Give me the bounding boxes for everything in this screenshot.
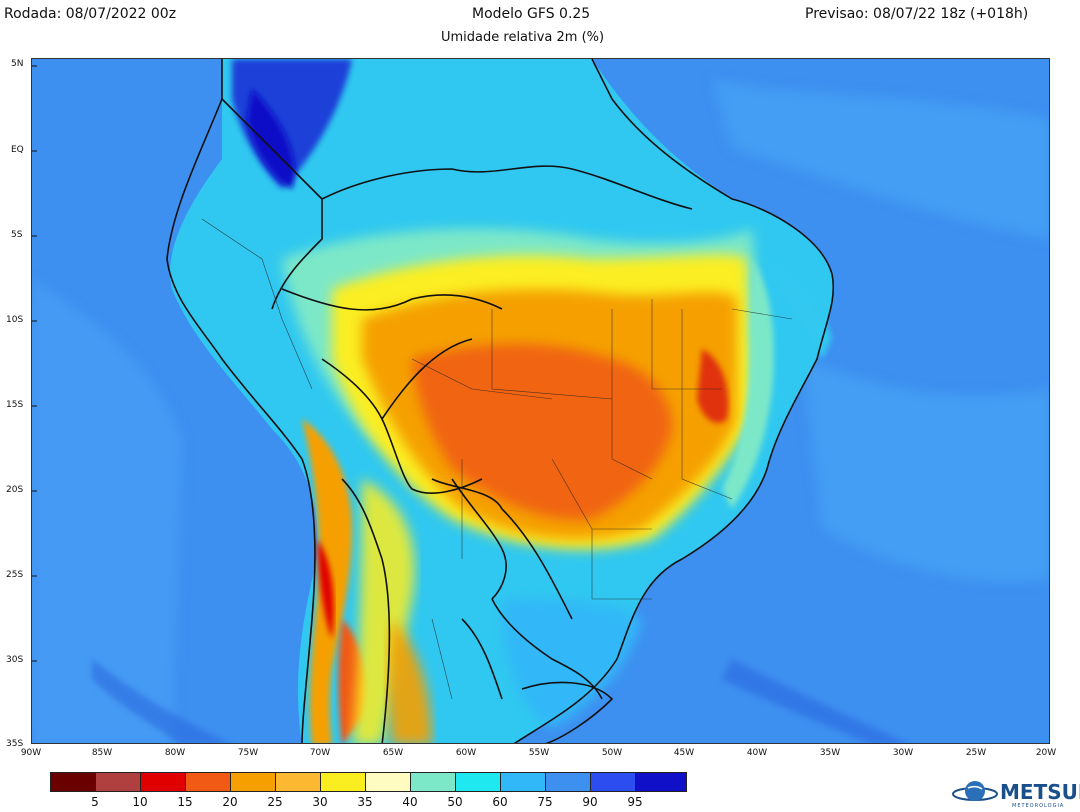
lat-tick: EQ [11,145,24,155]
lat-tick: 10S [6,315,24,325]
colorbar-label: 50 [447,795,463,809]
colorbar-label: 30 [312,795,328,809]
colorbar-label: 35 [357,795,373,809]
lat-tick: 5N [11,59,24,69]
logo-tagline: METEOROLOGIA [1012,803,1065,809]
lon-tick: 85W [91,748,113,758]
colorbar-swatch [140,772,186,792]
lat-tick: 15S [6,400,24,410]
colorbar-label: 90 [582,795,598,809]
colorbar-swatch [320,772,366,792]
forecast-label: Previsao: 08/07/22 18z (+018h) [805,6,1029,22]
colorbar-swatch [410,772,456,792]
map-panel [31,58,1050,744]
colorbar-label: 75 [537,795,553,809]
colorbar-swatch [455,772,501,792]
colorbar-swatch [230,772,276,792]
lon-tick: 80W [164,748,186,758]
colorbar-swatch [545,772,591,792]
run-label: Rodada: 08/07/2022 00z [4,6,177,22]
lon-tick: 55W [528,748,550,758]
lat-tick: 25S [6,570,24,580]
lon-tick: 75W [237,748,259,758]
colorbar-swatch [50,772,96,792]
colorbar-swatch [365,772,411,792]
lon-tick: 45W [673,748,695,758]
globe-icon [952,781,998,801]
humidity-map [32,59,1049,743]
model-label: Modelo GFS 0.25 [472,6,591,22]
lon-tick: 35W [819,748,841,758]
variable-label: Umidade relativa 2m (%) [441,30,605,45]
lat-tick: 35S [6,739,24,749]
lon-tick: 90W [20,748,42,758]
colorbar-label: 15 [177,795,193,809]
colorbar-label: 25 [267,795,283,809]
colorbar-label: 60 [492,795,508,809]
colorbar-swatch [635,772,687,792]
colorbar-label: 10 [132,795,148,809]
colorbar-swatch [500,772,546,792]
logo-name: METSUL [1000,780,1080,804]
lat-tick: 20S [6,485,24,495]
colorbar-label: 5 [91,795,99,809]
lon-tick: 65W [382,748,404,758]
lon-tick: 40W [746,748,768,758]
lon-tick: 30W [892,748,914,758]
lon-tick: 70W [309,748,331,758]
lat-tick: 30S [6,655,24,665]
colorbar-swatch [275,772,321,792]
colorbar-label: 20 [222,795,238,809]
lon-tick: 25W [965,748,987,758]
colorbar-swatch [185,772,231,792]
coastline [166,59,835,743]
colorbar-swatch [95,772,141,792]
colorbar-label: 95 [627,795,643,809]
colorbar-label: 40 [402,795,418,809]
lon-tick: 60W [455,748,477,758]
lon-tick: 20W [1035,748,1057,758]
country-borders [221,98,693,743]
colorbar-swatch [590,772,636,792]
state-borders [201,218,793,700]
lat-tick: 5S [11,230,23,240]
lon-tick: 50W [601,748,623,758]
